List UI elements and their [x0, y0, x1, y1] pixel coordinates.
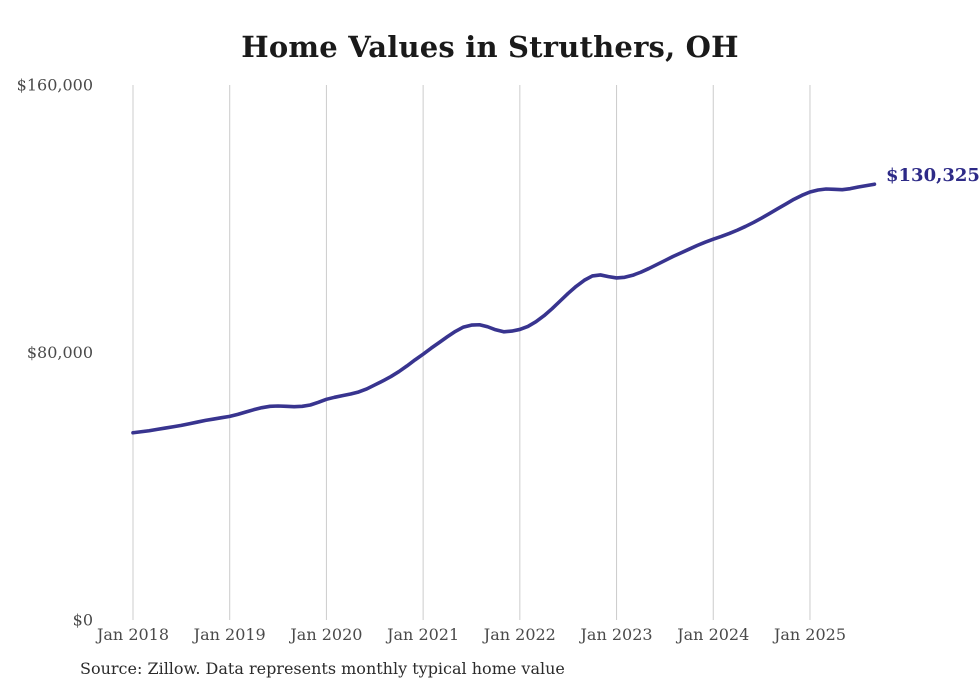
latest-value-annotation: $130,325	[886, 165, 980, 186]
x-axis-tick-label: Jan 2021	[385, 625, 459, 644]
x-axis-tick-label: Jan 2024	[675, 625, 749, 644]
x-axis-tick-label: Jan 2023	[579, 625, 653, 644]
y-axis-tick-label: $80,000	[27, 343, 93, 362]
home-value-series-line	[131, 182, 877, 435]
y-axis-tick-label: $160,000	[17, 76, 93, 95]
x-axis-tick-label: Jan 2025	[772, 625, 846, 644]
source-attribution: Source: Zillow. Data represents monthly …	[80, 659, 565, 678]
chart-title: Home Values in Struthers, OH	[241, 30, 739, 64]
x-axis-tick-label: Jan 2020	[288, 625, 362, 644]
y-axis-tick-label: $0	[73, 611, 93, 630]
x-axis-tick-label: Jan 2019	[192, 625, 266, 644]
x-axis-tick-label: Jan 2022	[482, 625, 556, 644]
x-axis-tick-label: Jan 2018	[95, 625, 169, 644]
